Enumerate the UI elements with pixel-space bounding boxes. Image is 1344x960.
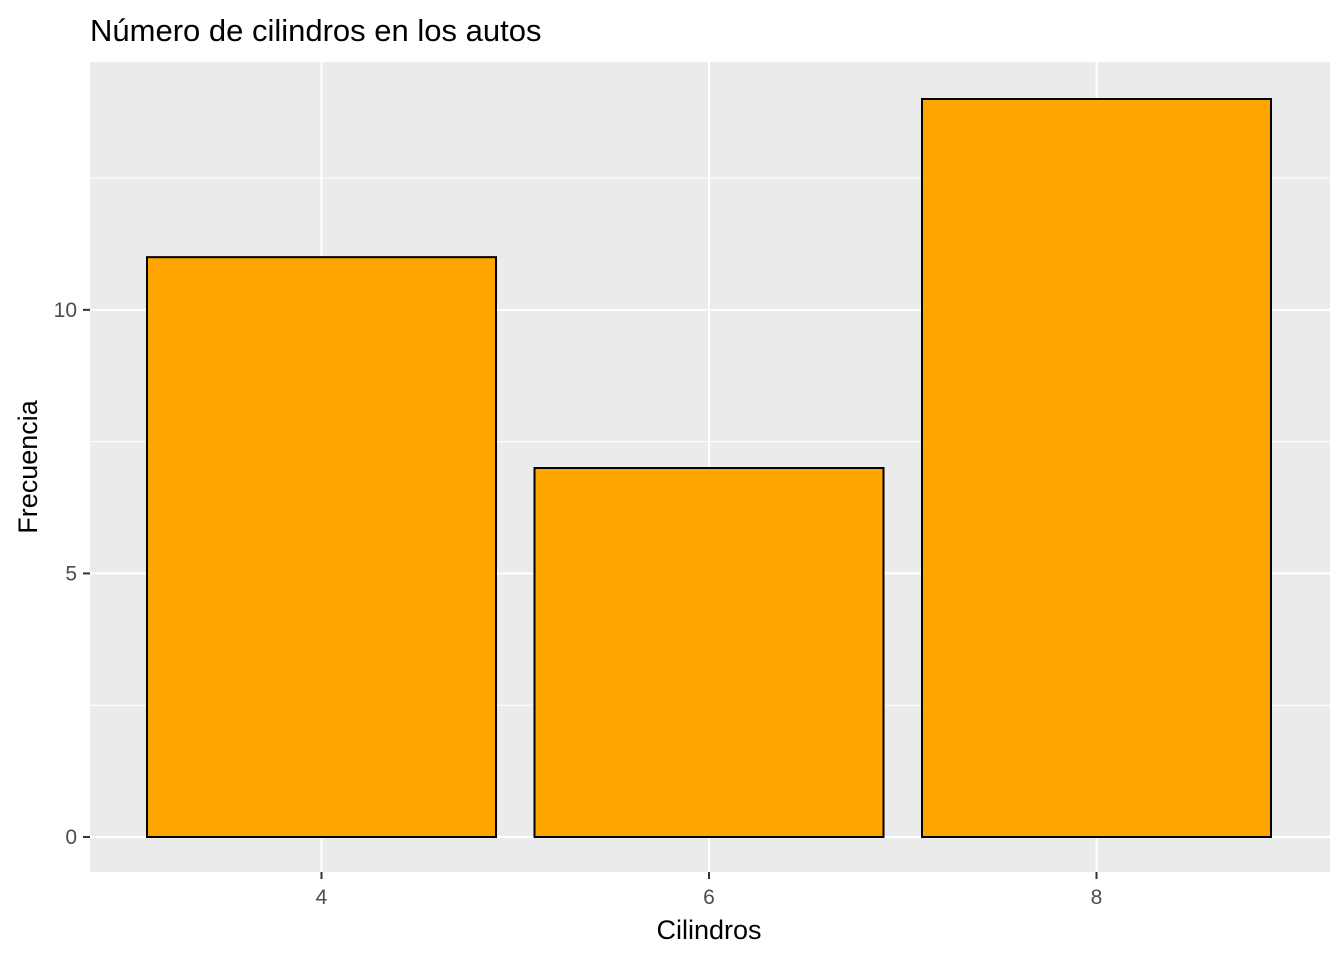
bar-4 <box>146 256 497 838</box>
y-tick-label: 5 <box>65 562 77 585</box>
y-tick-label: 10 <box>54 299 77 322</box>
x-tick-label: 4 <box>316 886 328 909</box>
bar-6 <box>533 467 885 838</box>
x-axis-title: Cilindros <box>656 915 761 945</box>
axis-layer: 0 5 10 4 6 8 <box>54 299 1103 909</box>
chart-title: Número de cilindros en los autos <box>90 13 541 48</box>
y-tick-label: 0 <box>65 826 77 849</box>
bar-8 <box>921 98 1272 838</box>
x-tick-label: 6 <box>703 886 715 909</box>
y-axis-title: Frecuencia <box>13 399 43 534</box>
x-tick-label: 8 <box>1091 886 1103 909</box>
bar-layer <box>146 98 1272 838</box>
